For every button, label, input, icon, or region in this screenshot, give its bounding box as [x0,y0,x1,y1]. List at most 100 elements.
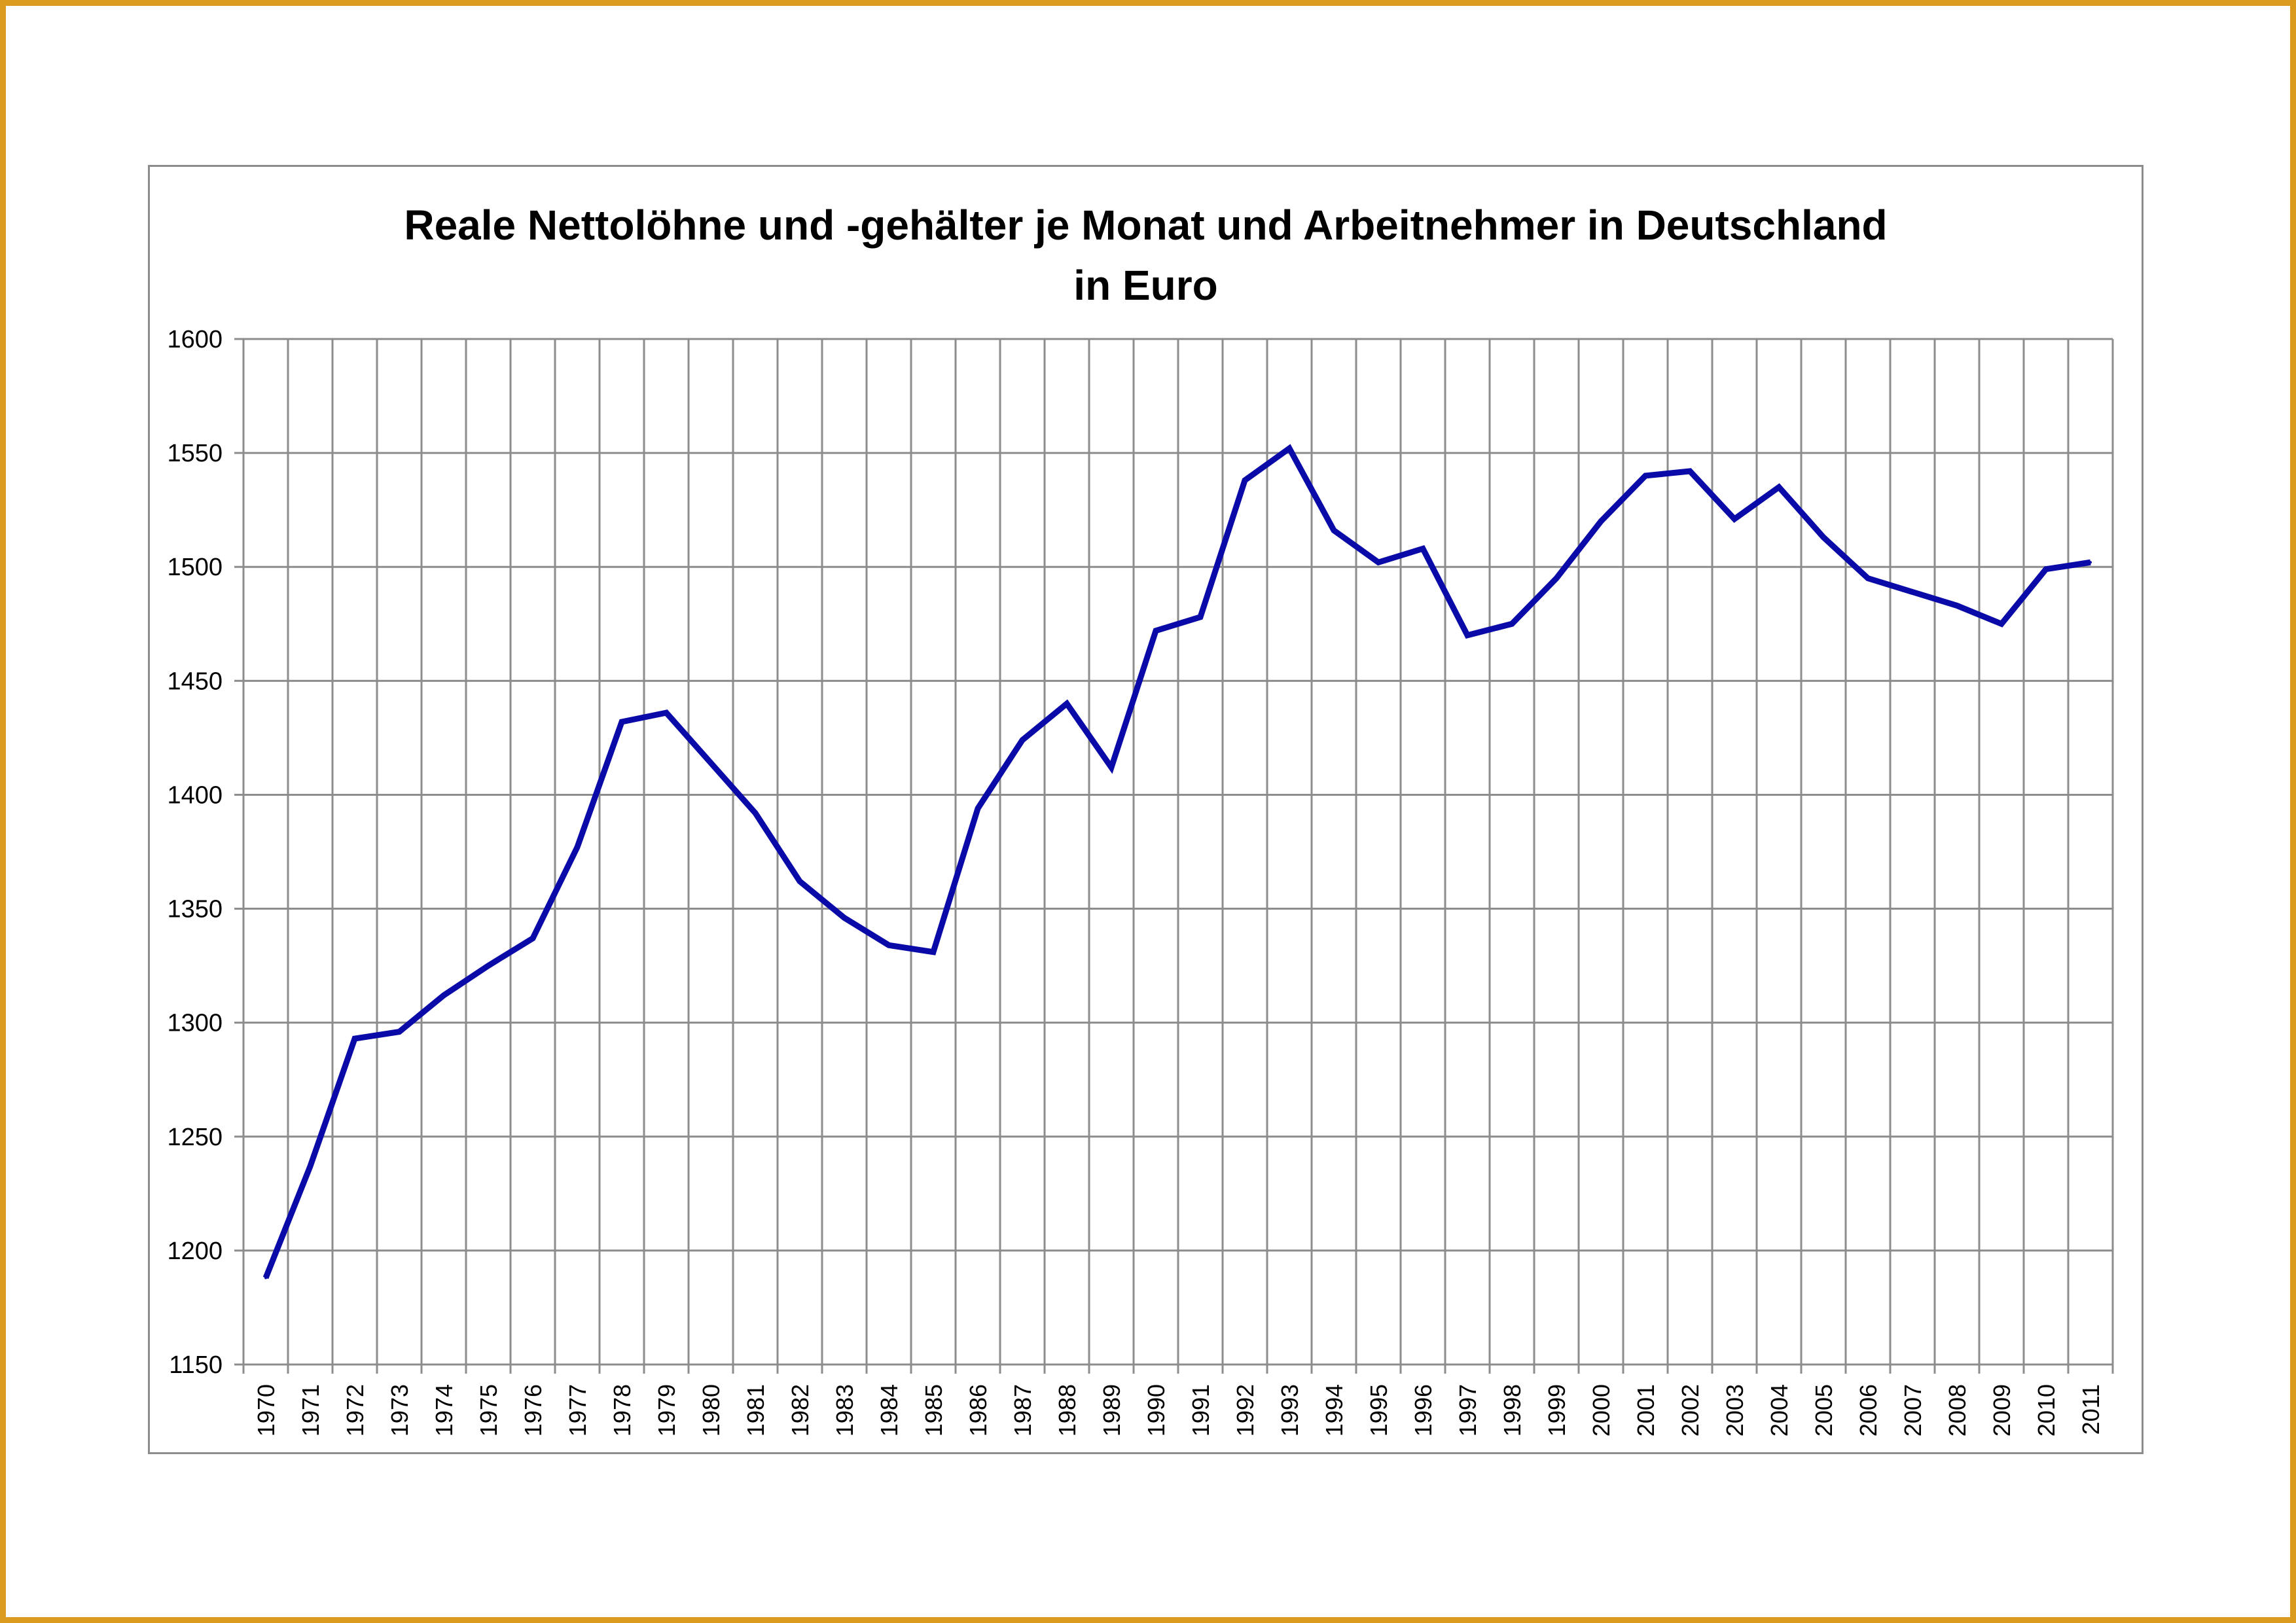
x-tick-label: 1974 [431,1384,457,1436]
data-point [620,721,623,724]
data-point [1110,766,1113,769]
axes [234,338,2114,1374]
tick-labels: 1150 1200 1250 1300 1350 1400 1450 1500 1550 1600… [167,326,2104,1436]
x-tick-label: 1973 [386,1384,413,1436]
x-tick-label: 1983 [831,1384,858,1436]
x-tick-label: 1992 [1232,1384,1259,1436]
data-point [1733,518,1736,521]
chart-subtitle: in Euro [1073,262,1218,309]
x-tick-label: 1988 [1054,1384,1081,1436]
x-tick-label: 2009 [1988,1384,2015,1436]
y-tick-label: 1600 [167,326,223,353]
data-point [1956,604,1958,607]
chart-title-block: Reale Nettolöhne und -gehälter je Monat … [150,195,2142,315]
x-tick-label: 1993 [1276,1384,1303,1436]
x-tick-label: 2005 [1810,1384,1837,1436]
x-tick-label: 1994 [1321,1384,1348,1436]
data-point [1555,577,1558,580]
data-point [1199,615,1202,618]
data-point [843,916,846,919]
x-tick-label: 2006 [1855,1384,1882,1436]
series-layer [262,444,2092,1279]
data-point [1333,529,1335,532]
data-point [1288,447,1291,450]
x-tick-label: 1996 [1410,1384,1437,1436]
x-tick-label: 1975 [475,1384,502,1436]
data-point [487,964,490,967]
x-tick-label: 1980 [698,1384,725,1436]
chart-title: Reale Nettolöhne und -gehälter je Monat … [404,202,1888,249]
x-tick-label: 2007 [1899,1384,1926,1436]
x-tick-label: 2008 [1944,1384,1971,1436]
y-tick-label: 1400 [167,781,223,809]
data-point [665,711,668,715]
x-tick-label: 1989 [1098,1384,1125,1436]
x-tick-label: 1991 [1187,1384,1214,1436]
data-point [888,944,890,947]
data-point [398,1030,401,1033]
data-point [1155,629,1157,632]
data-point [576,846,579,849]
data-point [2045,567,2047,571]
chart-panel: Reale Nettolöhne und -gehälter je Monat … [148,165,2144,1454]
x-tick-label: 1986 [965,1384,992,1436]
data-point [1422,547,1424,550]
data-point [1021,738,1024,741]
data-point [1377,561,1380,564]
data-point [1511,622,1513,626]
x-tick-label: 1985 [920,1384,947,1436]
x-tick-label: 2004 [1766,1384,1793,1436]
x-tick-label: 1978 [609,1384,636,1436]
data-point [264,1276,267,1279]
data-point [2089,561,2092,564]
y-tick-label: 1200 [167,1238,223,1265]
x-tick-label: 1990 [1143,1384,1170,1436]
data-point [1822,535,1825,539]
data-point [932,950,935,954]
x-tick-label: 2002 [1677,1384,1704,1436]
x-tick-label: 2010 [2033,1384,2060,1436]
data-point [1600,520,1602,523]
x-tick-label: 1971 [297,1384,324,1436]
y-tick-label: 1500 [167,554,223,581]
y-tick-label: 1250 [167,1124,223,1151]
y-tick-label: 1150 [169,1351,223,1379]
y-tick-label: 1350 [167,896,223,923]
data-point [977,807,979,810]
data-point [1466,633,1469,637]
x-tick-label: 1987 [1009,1384,1036,1436]
x-tick-label: 1981 [742,1384,769,1436]
x-tick-label: 1972 [342,1384,368,1436]
x-tick-label: 1999 [1543,1384,1570,1436]
x-tick-label: 1982 [787,1384,814,1436]
y-tick-label: 1550 [167,440,223,467]
y-tick-label: 1450 [167,668,223,695]
x-tick-label: 1976 [520,1384,547,1436]
series-line [262,444,2091,1279]
x-tick-label: 2003 [1721,1384,1748,1436]
data-point [709,761,712,764]
data-point [1644,474,1647,477]
data-point [1778,486,1780,489]
x-tick-label: 2011 [2077,1384,2104,1435]
data-point [1244,478,1246,482]
data-point [353,1037,356,1041]
data-point [1689,469,1691,473]
x-tick-label: 2000 [1588,1384,1615,1436]
x-tick-label: 1977 [564,1384,591,1436]
y-tick-label: 1300 [167,1010,223,1037]
data-point [798,880,801,883]
data-point [309,1165,312,1168]
x-tick-label: 1970 [253,1384,279,1436]
x-tick-label: 1984 [876,1384,903,1436]
x-tick-label: 1998 [1499,1384,1526,1436]
x-tick-label: 1997 [1454,1384,1481,1436]
data-point [442,993,445,997]
data-point [2000,622,2003,626]
data-point [1911,590,1914,594]
x-tick-label: 1979 [653,1384,680,1436]
x-tick-label: 2001 [1632,1384,1659,1436]
data-point [754,812,757,815]
data-point [531,936,534,940]
